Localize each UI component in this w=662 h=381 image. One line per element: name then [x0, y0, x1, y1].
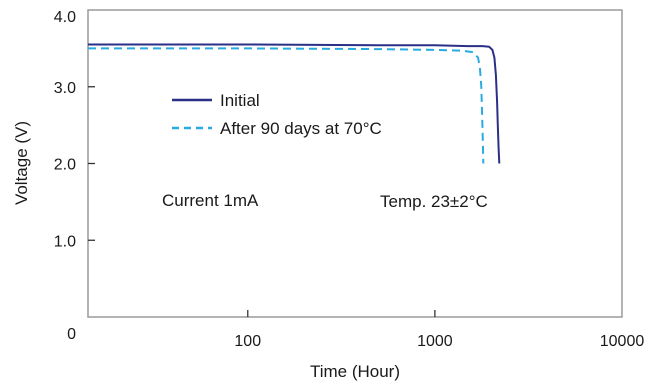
legend-label-initial: Initial — [220, 91, 260, 110]
plot-frame — [87, 9, 623, 318]
y-axis-label: Voltage (V) — [12, 121, 31, 205]
series-line-initial — [88, 43, 501, 164]
x-tick-label: 100 — [234, 333, 261, 350]
annotation-temperature: Temp. 23±2°C — [380, 192, 488, 211]
x-axis-ticks: 100 1000 10000 — [234, 310, 644, 350]
y-tick-label: 1.0 — [54, 233, 76, 250]
series-layer — [88, 43, 501, 164]
y-axis-ticks: 0 1.0 2.0 3.0 4.0 — [54, 9, 95, 343]
x-axis-label: Time (Hour) — [310, 362, 400, 381]
x-tick-label: 1000 — [417, 333, 453, 350]
y-tick-label: 3.0 — [54, 80, 76, 97]
series-line-aged — [88, 47, 485, 164]
annotation-current: Current 1mA — [162, 191, 259, 210]
y-tick-label: 4.0 — [54, 9, 76, 26]
legend-label-aged: After 90 days at 70°C — [220, 119, 382, 138]
x-tick-label: 10000 — [600, 333, 645, 350]
y-tick-label: 0 — [67, 326, 76, 343]
legend: Initial After 90 days at 70°C — [172, 91, 382, 138]
y-tick-label: 2.0 — [54, 157, 76, 174]
